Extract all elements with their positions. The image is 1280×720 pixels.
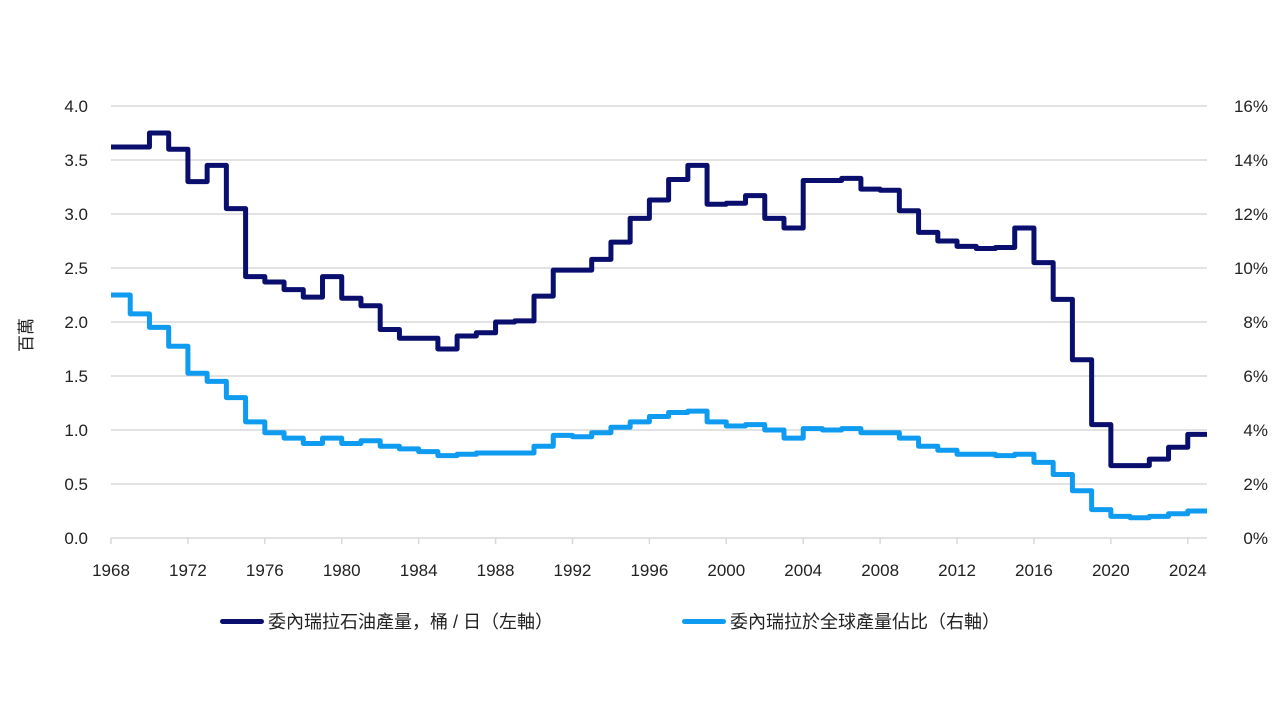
y-tick-label: 1.0 [64,421,88,440]
y2-tick-label: 10% [1234,259,1268,278]
series-line-production [111,130,1207,469]
y2-tick-label: 0% [1243,529,1268,548]
x-tick-label: 1984 [400,561,438,580]
x-tick-label: 2016 [1015,561,1053,580]
y2-tick-label: 4% [1243,421,1268,440]
legend-swatch-production [220,618,264,624]
x-tick-label: 1968 [92,561,130,580]
left-axis-ticks: 0.0 0.5 1.0 1.5 2.0 2.5 3.0 3.5 4.0 [64,97,88,548]
x-tick-label: 1972 [169,561,207,580]
x-axis-ticks: 1968 1972 1976 1980 1984 1988 1992 1996 2000 2004… [92,538,1207,580]
legend-label-share: 委內瑞拉於全球產量佔比（右軸） [730,612,1000,632]
x-tick-label: 2012 [938,561,976,580]
gridlines [111,105,1207,539]
y-tick-label: 1.5 [64,367,88,386]
y-tick-label: 3.0 [64,205,88,224]
x-tick-label: 2020 [1092,561,1130,580]
legend-2: 委內瑞拉於全球產量佔比（右軸） [682,608,1000,634]
y2-tick-label: 14% [1234,151,1268,170]
y2-tick-label: 8% [1243,313,1268,332]
x-tick-label: 2000 [707,561,745,580]
x-tick-label: 2024 [1169,561,1207,580]
y-tick-label: 0.0 [64,529,88,548]
series-line-share [111,292,1207,521]
y2-tick-label: 12% [1234,205,1268,224]
y2-tick-label: 16% [1234,97,1268,116]
y-axis-label: 百萬 [17,318,36,352]
x-tick-label: 2004 [784,561,822,580]
y2-tick-label: 6% [1243,367,1268,386]
series-lines [111,130,1207,521]
right-axis-ticks: 0% 2% 4% 6% 8% 10% 12% 14% 16% [1234,97,1268,548]
y-tick-label: 4.0 [64,97,88,116]
y2-tick-label: 2% [1243,475,1268,494]
legend-swatch-share [682,618,726,624]
legend: 委內瑞拉石油產量，桶 / 日（左軸） [220,608,553,634]
x-tick-label: 1976 [246,561,284,580]
x-tick-label: 1996 [630,561,668,580]
x-tick-label: 1992 [554,561,592,580]
legend-label-production: 委內瑞拉石油產量，桶 / 日（左軸） [268,612,554,632]
x-tick-label: 1988 [477,561,515,580]
x-tick-label: 2008 [861,561,899,580]
y-tick-label: 3.5 [64,151,88,170]
x-tick-label: 1980 [323,561,361,580]
y-tick-label: 2.0 [64,313,88,332]
y-tick-label: 2.5 [64,259,88,278]
y-tick-label: 0.5 [64,475,88,494]
